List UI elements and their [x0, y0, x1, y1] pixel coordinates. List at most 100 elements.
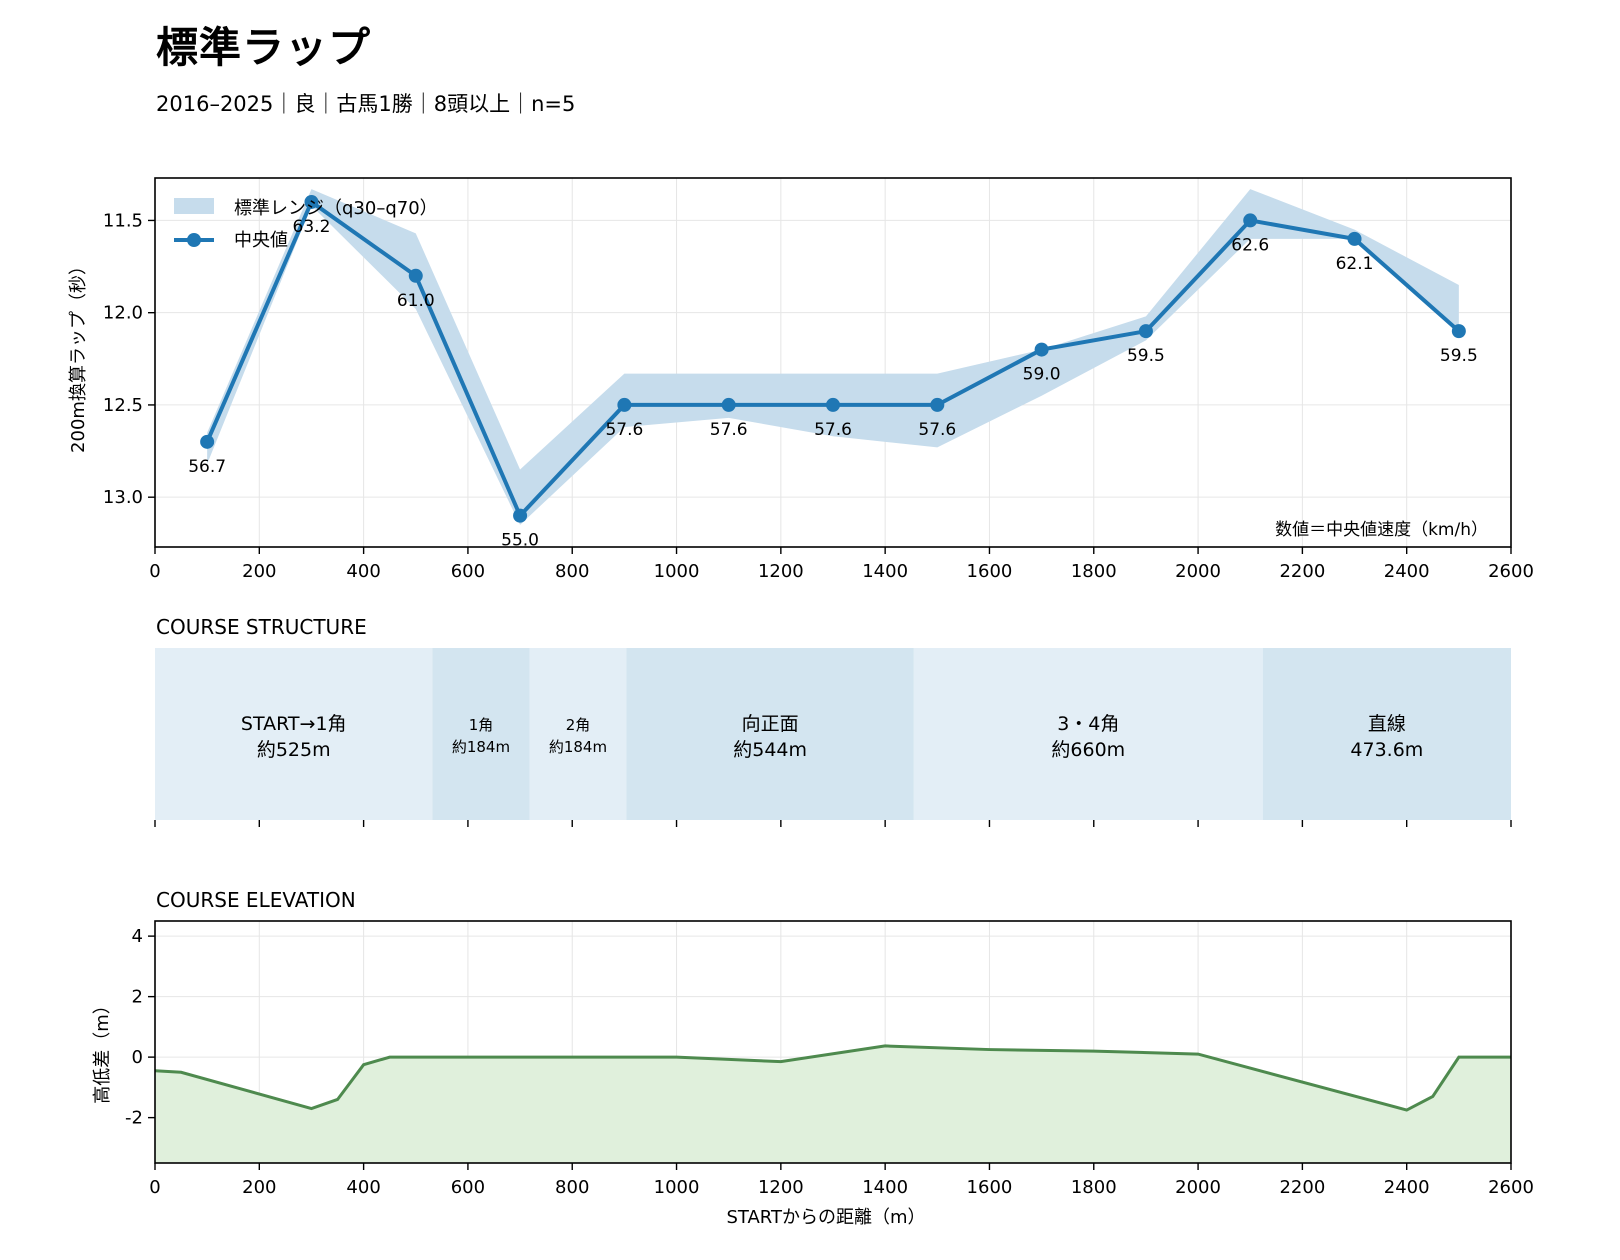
median-point	[930, 397, 945, 412]
elevation-chart: COURSE ELEVATION 0 200 400 600 800 1000 1200 14…	[92, 888, 1534, 1228]
median-point	[1034, 342, 1049, 357]
median-point	[826, 397, 840, 412]
lap-x-tick-label: 800	[555, 561, 589, 582]
elevation-x-tick-label: 1400	[862, 1177, 908, 1198]
lap-x-tick-label: 600	[451, 561, 485, 582]
elevation-y-axis-label: 高低差（m）	[92, 996, 113, 1104]
structure-title: COURSE STRUCTURE	[156, 615, 367, 639]
speed-label: 57.6	[814, 420, 852, 440]
structure-segment	[155, 648, 433, 820]
lap-x-tick-label: 2400	[1384, 561, 1430, 582]
elevation-x-tick-label: 800	[555, 1177, 589, 1198]
lap-x-tick-label: 1400	[862, 561, 908, 582]
elevation-x-tick-label: 2000	[1175, 1177, 1221, 1198]
median-point	[1347, 231, 1362, 246]
speed-label: 57.6	[710, 420, 748, 440]
structure-segment-length: 約544m	[733, 739, 807, 761]
speed-label: 59.5	[1440, 346, 1478, 366]
median-point	[513, 508, 528, 523]
page-title: 標準ラップ	[156, 23, 372, 72]
structure-segment	[432, 648, 530, 820]
lap-x-tick-label: 1600	[967, 561, 1013, 582]
elevation-y-tick-label: 2	[132, 987, 143, 1008]
lap-x-tick-label: 2200	[1279, 561, 1325, 582]
lap-x-tick-label: 1800	[1071, 561, 1117, 582]
structure-segment-length: 約184m	[452, 738, 510, 756]
median-point	[408, 268, 423, 283]
lap-x-tick-label: 2600	[1488, 561, 1534, 582]
elevation-plot-frame	[154, 920, 1512, 1164]
structure-segment	[1262, 648, 1511, 820]
lap-x-tick-label: 200	[242, 561, 276, 582]
median-point	[200, 434, 215, 449]
structure-segment-name: 向正面	[742, 713, 799, 735]
elevation-y-ticks: 4 2 0 -2	[125, 926, 155, 1129]
median-point	[617, 397, 632, 412]
speed-label: 57.6	[918, 420, 956, 440]
lap-y-tick-label: 12.5	[103, 395, 143, 416]
lap-y-tick-label: 12.0	[103, 303, 143, 324]
lap-legend: 標準レンジ（q30–q70） 中央値	[174, 198, 438, 251]
elevation-x-tick-label: 2200	[1279, 1177, 1325, 1198]
structure-segment-name: START→1角	[241, 713, 347, 735]
lap-y-tick-label: 13.0	[103, 487, 143, 508]
speed-labels: 56.7 63.2 61.0 55.0 57.6 57.6 57.6 57.6 59.0 59.5…	[188, 217, 1478, 551]
elevation-x-tick-label: 1000	[654, 1177, 700, 1198]
structure-segment-length: 約184m	[549, 738, 607, 756]
median-point	[721, 397, 736, 412]
structure-segment-name: 2角	[566, 716, 591, 734]
lap-x-tick-label: 400	[346, 561, 380, 582]
speed-label: 62.1	[1336, 254, 1374, 274]
elevation-y-tick-label: 4	[132, 926, 143, 947]
speed-label: 59.5	[1127, 346, 1165, 366]
elevation-x-tick-label: 1200	[758, 1177, 804, 1198]
structure-segment-name: 直線	[1368, 713, 1406, 735]
structure-segment-length: 約660m	[1051, 739, 1125, 761]
median-point	[304, 194, 319, 209]
lap-x-tick-label: 1000	[654, 561, 700, 582]
lap-x-tick-label: 0	[149, 561, 160, 582]
median-point	[1451, 324, 1466, 339]
lap-annotation: 数値＝中央値速度（km/h）	[1275, 520, 1488, 540]
elevation-x-tick-label: 1600	[967, 1177, 1013, 1198]
speed-label: 57.6	[605, 420, 643, 440]
structure-segment	[529, 648, 627, 820]
structure-segment-length: 473.6m	[1350, 739, 1423, 761]
elevation-x-tick-label: 0	[149, 1177, 160, 1198]
elevation-x-tick-label: 400	[346, 1177, 380, 1198]
speed-label: 56.7	[188, 457, 226, 477]
lap-chart: 56.7 63.2 61.0 55.0 57.6 57.6 57.6 57.6 59.0 59.5…	[68, 177, 1534, 582]
elevation-x-axis-label: STARTからの距離（m）	[726, 1207, 925, 1228]
median-point	[1138, 324, 1153, 339]
lap-x-tick-label: 1200	[758, 561, 804, 582]
lap-y-ticks: 11.5 12.0 12.5 13.0	[103, 210, 155, 508]
median-point	[1243, 213, 1258, 228]
lap-y-axis-label: 200m換算ラップ（秒）	[68, 257, 89, 453]
lap-y-tick-label: 11.5	[103, 210, 143, 231]
lap-x-ticks: 0 200 400 600 800 1000 1200 1400 1600 1800 2000 220…	[149, 547, 1534, 582]
lap-x-tick-label: 2000	[1175, 561, 1221, 582]
structure-segment-name: 3・4角	[1057, 713, 1119, 735]
elevation-y-tick-label: 0	[132, 1047, 143, 1068]
legend-band-label: 標準レンジ（q30–q70）	[234, 198, 438, 219]
elevation-title: COURSE ELEVATION	[156, 888, 356, 912]
elevation-x-ticks: 0 200 400 600 800 1000 1200 1400 1600 1800 2000 220…	[149, 1163, 1534, 1198]
speed-label: 59.0	[1023, 365, 1061, 385]
elevation-x-tick-label: 1800	[1071, 1177, 1117, 1198]
elevation-area	[155, 1045, 1511, 1163]
legend-line-marker	[187, 233, 201, 247]
speed-label: 61.0	[397, 291, 435, 311]
structure-segment	[626, 648, 914, 820]
speed-label: 63.2	[293, 217, 331, 237]
structure-segment	[913, 648, 1263, 820]
elevation-x-tick-label: 600	[451, 1177, 485, 1198]
elevation-line	[154, 1044, 1511, 1112]
legend-line-label: 中央値	[234, 230, 288, 251]
legend-band-swatch	[174, 198, 214, 214]
median-points	[200, 194, 1466, 523]
elevation-x-tick-label: 2600	[1488, 1177, 1534, 1198]
lap-plot-frame	[154, 177, 1512, 548]
